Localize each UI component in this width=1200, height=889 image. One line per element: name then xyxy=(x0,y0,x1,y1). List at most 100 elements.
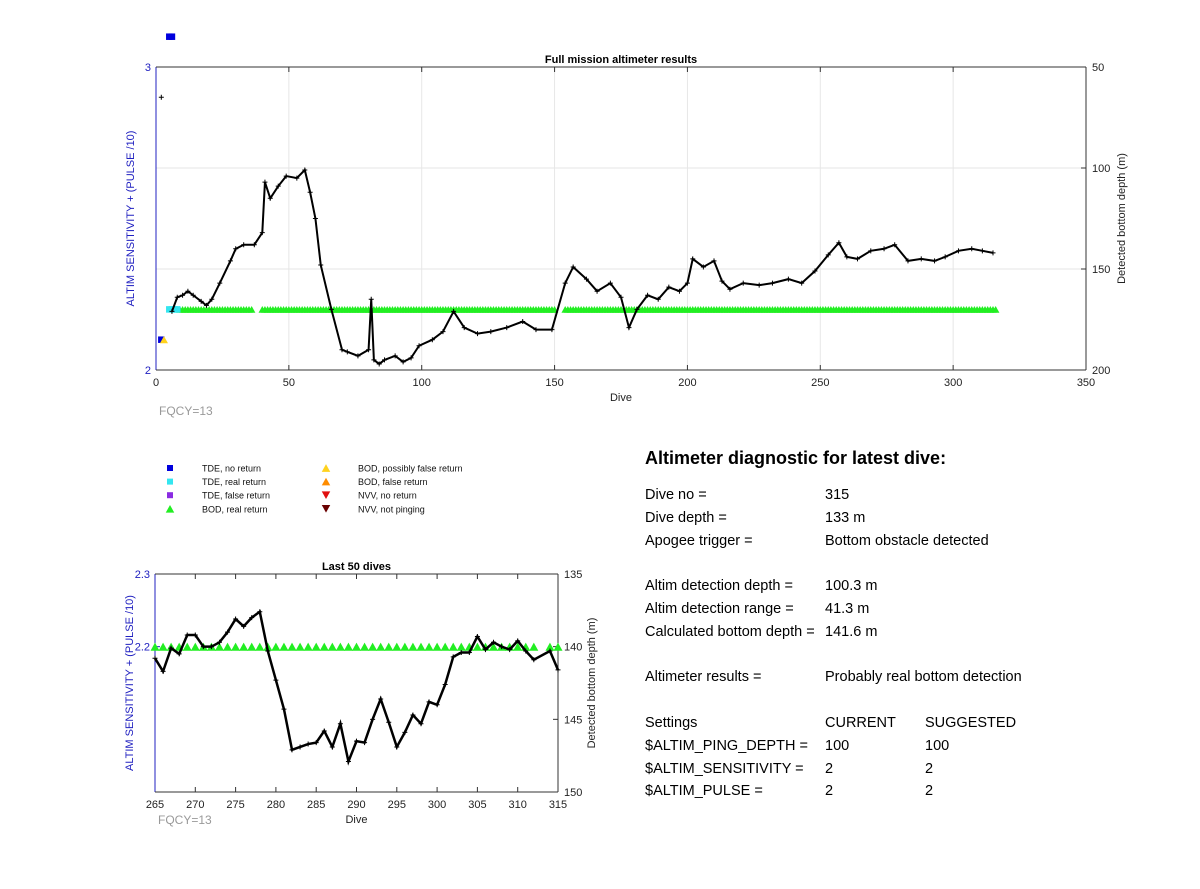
last50-depth-point xyxy=(289,747,295,753)
legend-triangle-up-icon xyxy=(321,477,331,486)
full-depth-point xyxy=(294,175,300,181)
full-depth-point xyxy=(366,347,372,353)
full-depth-point xyxy=(969,246,975,252)
setting-current: 2 xyxy=(825,783,834,800)
last50-bod-real-marker xyxy=(489,642,499,651)
full-depth-point xyxy=(626,325,632,331)
full-y-left-tick-label: 2 xyxy=(145,365,151,377)
last50-depth-point xyxy=(321,728,327,734)
last50-bod-real-marker xyxy=(472,642,482,651)
full-x-tick-label: 300 xyxy=(944,377,962,389)
last50-depth-point xyxy=(482,647,488,653)
legend-square-icon xyxy=(167,478,173,485)
dive-no-value: 315 xyxy=(825,487,850,503)
full-y-left-label: ALTIM SENSITIVITY + (PULSE /10) xyxy=(125,131,137,307)
calculated-depth-value: 141.6 m xyxy=(825,623,878,640)
diagnostic-title: Altimeter diagnostic for latest dive: xyxy=(645,448,947,468)
legend-label: BOD, real return xyxy=(202,504,268,514)
full-depth-point xyxy=(549,327,555,333)
last50-bod-real-marker xyxy=(424,642,434,651)
last50-depth-point xyxy=(216,639,222,645)
last50-depth-point xyxy=(458,649,464,655)
last50-depth-point xyxy=(176,651,182,657)
full-depth-point xyxy=(645,292,651,298)
last50-fqcy-annotation: FQCY=13 xyxy=(158,813,212,827)
altimeter-diagnostic-panel: Altimeter diagnostic for latest dive: Di… xyxy=(645,448,1165,806)
full-depth-point xyxy=(174,294,180,300)
full-depth-point xyxy=(690,256,696,262)
full-depth-point xyxy=(267,195,273,201)
full-depth-point xyxy=(727,286,733,292)
last50-bod-real-marker xyxy=(392,642,402,651)
last50-depth-point xyxy=(466,649,472,655)
full-depth-point xyxy=(785,276,791,282)
full-depth-point xyxy=(355,353,361,359)
last50-x-tick-label: 300 xyxy=(428,799,446,811)
full-depth-point xyxy=(429,337,435,343)
last50-bod-real-marker xyxy=(271,642,281,651)
last50-depth-point xyxy=(394,744,400,750)
last50-bod-real-marker xyxy=(182,642,192,651)
last50-title: Last 50 dives xyxy=(322,561,391,573)
last50-bod-real-marker xyxy=(440,642,450,651)
full-depth-point xyxy=(382,357,388,363)
full-depth-point xyxy=(400,359,406,365)
last50-bod-real-marker xyxy=(529,642,539,651)
last50-depth-point xyxy=(152,655,158,661)
full-depth-point xyxy=(868,248,874,254)
dive-depth-row: Dive depth = 133 m xyxy=(645,510,1165,533)
setting-suggested: 2 xyxy=(925,783,934,800)
last50-depth-point xyxy=(362,740,368,746)
full-depth-point xyxy=(302,167,308,173)
full-depth-point xyxy=(190,292,196,298)
full-depth-point xyxy=(844,254,850,260)
last50-depth-point xyxy=(370,716,376,722)
last50-bod-real-marker xyxy=(432,642,442,651)
last50-bod-real-marker xyxy=(343,642,353,651)
full-depth-point xyxy=(684,280,690,286)
legend-label: NVV, no return xyxy=(358,491,417,501)
altimeter-results-row: Altimeter results = Probably real bottom… xyxy=(645,669,1165,692)
full-x-tick-label: 0 xyxy=(153,377,159,389)
setting-name: $ALTIM_PULSE = xyxy=(645,783,763,800)
full-depth-point xyxy=(307,189,313,195)
full-depth-point xyxy=(700,264,706,270)
detection-range-label: Altim detection range = xyxy=(645,600,794,617)
full-depth-point xyxy=(209,296,215,302)
detection-depth-label: Altim detection depth = xyxy=(645,578,793,595)
last50-bod-real-marker xyxy=(158,642,168,651)
full-depth-point xyxy=(756,282,762,288)
full-depth-point xyxy=(203,302,209,308)
last50-depth-point xyxy=(434,702,440,708)
last50-depth-point xyxy=(337,721,343,727)
last50-depth-point xyxy=(184,632,190,638)
full-depth-point xyxy=(676,288,682,294)
legend-label: TDE, no return xyxy=(202,464,261,474)
full-depth-point xyxy=(594,288,600,294)
last50-x-tick-label: 295 xyxy=(388,799,406,811)
legend-triangle-down-icon xyxy=(321,491,331,500)
apogee-trigger-row: Apogee trigger = Bottom obstacle detecte… xyxy=(645,533,1165,556)
last50-bod-real-marker xyxy=(319,642,329,651)
last50-depth-point xyxy=(265,648,271,654)
settings-header: Settings xyxy=(645,714,698,731)
last50-depth-point xyxy=(241,623,247,629)
last50-bod-real-marker xyxy=(311,642,321,651)
last50-depth-point xyxy=(531,657,537,663)
full-bod-real-marker xyxy=(991,306,1000,313)
full-tde-no-return-marker xyxy=(168,33,176,40)
last50-x-tick-label: 315 xyxy=(549,799,567,811)
last50-bod-real-marker xyxy=(190,642,200,651)
last50-x-tick-label: 310 xyxy=(509,799,527,811)
last50-bod-real-marker xyxy=(335,642,345,651)
legend-label: BOD, possibly false return xyxy=(358,464,463,474)
full-x-tick-label: 50 xyxy=(283,377,295,389)
last50-bod-real-marker xyxy=(352,642,361,651)
full-depth-point xyxy=(918,256,924,262)
legend-triangle-down-icon xyxy=(321,504,331,513)
apogee-trigger-label: Apogee trigger = xyxy=(645,532,753,549)
last50-y-left-label: ALTIM SENSITIVITY + (PULSE /10) xyxy=(124,595,136,771)
setting-suggested: 100 xyxy=(925,737,950,754)
last50-depth-point xyxy=(273,677,279,683)
full-bod-possibly-false-marker xyxy=(159,336,168,344)
